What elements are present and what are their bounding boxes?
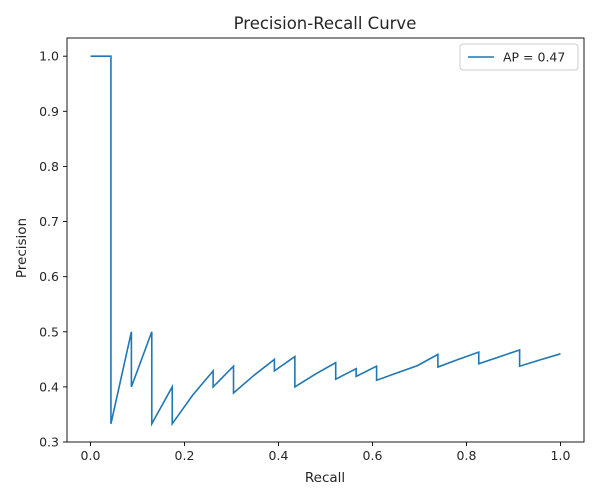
legend-entry-0: AP = 0.47 — [503, 50, 565, 65]
x-tick-label-5: 1.0 — [551, 448, 571, 463]
x-tick-label-0: 0.0 — [81, 448, 101, 463]
y-tick-label-0: 0.3 — [39, 435, 59, 450]
y-tick-label-1: 0.4 — [39, 379, 59, 394]
plot-area: 0.0 0.2 0.4 0.6 0.8 1.0 0.3 0.4 0.5 0.6 0.7 0.8 0.9 1… — [39, 37, 585, 463]
y-tick-label-2: 0.5 — [39, 324, 59, 339]
x-tick-label-2: 0.4 — [269, 448, 289, 463]
axes-frame — [66, 37, 585, 443]
y-tick-label-3: 0.6 — [39, 269, 59, 284]
x-tick-label-1: 0.2 — [175, 448, 195, 463]
y-tick-label-5: 0.8 — [39, 159, 59, 174]
y-axis-label: Precision — [14, 218, 30, 278]
legend-box — [459, 43, 579, 71]
y-tick-label-6: 0.9 — [39, 104, 59, 119]
y-tick-label-4: 0.7 — [39, 214, 59, 229]
x-axis-label: Recall — [305, 470, 345, 486]
x-tick-label-3: 0.6 — [363, 448, 383, 463]
series-line-0 — [90, 55, 561, 427]
x-tick-label-4: 0.8 — [457, 448, 477, 463]
y-tick-label-7: 1.0 — [39, 49, 59, 64]
chart-title: Precision-Recall Curve — [234, 14, 417, 33]
